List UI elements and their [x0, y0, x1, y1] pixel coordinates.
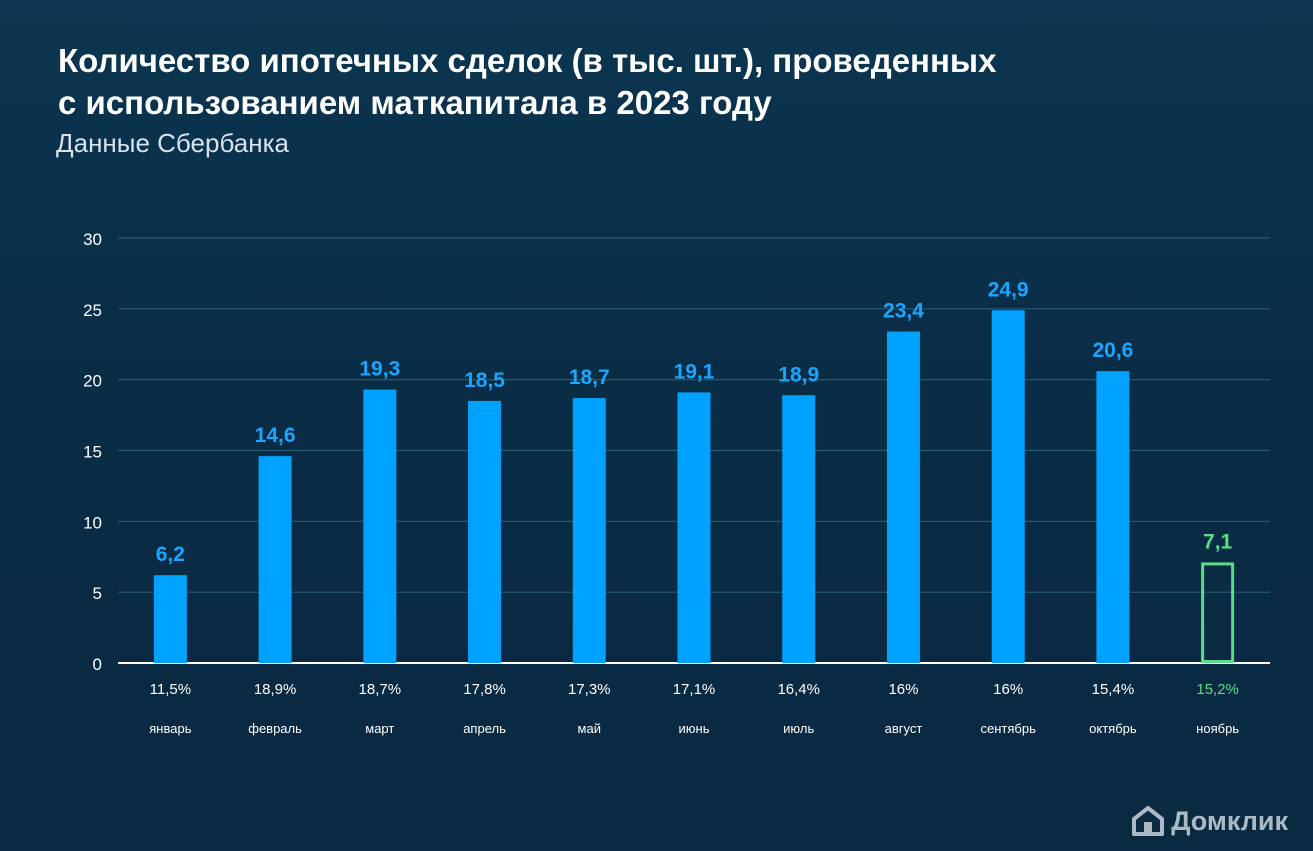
- bar: [677, 392, 711, 663]
- bar: [363, 389, 397, 663]
- house-icon: [1132, 806, 1165, 836]
- percent-label: 17,3%: [568, 681, 611, 698]
- percent-label: 16%: [888, 681, 918, 698]
- bar: [468, 400, 502, 663]
- x-tick-label: июнь: [679, 721, 710, 736]
- bar: [258, 456, 292, 663]
- bar-value-label: 18,7: [569, 366, 610, 389]
- x-tick-label: январь: [149, 721, 191, 736]
- bar: [1201, 562, 1235, 664]
- x-tick-label: май: [578, 721, 601, 736]
- percent-label: 16,4%: [777, 681, 820, 698]
- bar-value-label: 20,6: [1092, 339, 1133, 362]
- y-tick-label: 30: [83, 230, 102, 249]
- brand-logo: Домклик: [1131, 805, 1288, 837]
- x-tick-label: ноябрь: [1196, 721, 1239, 736]
- bar: [782, 395, 816, 663]
- bar-value-label: 19,3: [359, 358, 400, 381]
- percent-label: 15,4%: [1092, 681, 1135, 698]
- y-tick-label: 5: [93, 584, 102, 603]
- percent-label: 18,9%: [254, 681, 297, 698]
- bar: [1096, 371, 1130, 663]
- bar-value-label: 7,1: [1203, 530, 1233, 553]
- x-tick-label: сентябрь: [981, 721, 1037, 736]
- percent-label: 16%: [993, 681, 1023, 698]
- chart-title: Количество ипотечных сделок (в тыс. шт.)…: [58, 42, 997, 121]
- y-tick-label: 25: [83, 301, 102, 320]
- bar-value-label: 23,4: [883, 300, 924, 323]
- y-tick-label: 10: [83, 513, 102, 532]
- y-tick-label: 20: [83, 372, 102, 391]
- bar-value-label: 19,1: [674, 360, 715, 383]
- bar: [153, 575, 187, 663]
- x-tick-label: октябрь: [1089, 721, 1137, 736]
- percent-label: 11,5%: [150, 681, 191, 698]
- brand-name: Домклик: [1171, 805, 1288, 836]
- bar: [991, 310, 1025, 663]
- x-tick-label: март: [365, 721, 394, 736]
- x-tick-label: февраль: [248, 721, 302, 736]
- bar: [572, 398, 606, 663]
- bar-value-label: 18,9: [778, 363, 819, 386]
- chart-subtitle: Данные Сбербанка: [56, 128, 289, 158]
- y-tick-label: 15: [83, 443, 102, 462]
- percent-label: 18,7%: [359, 681, 402, 698]
- x-tick-label: июль: [783, 721, 814, 736]
- bar-value-label: 6,2: [156, 543, 185, 566]
- percent-label: 17,8%: [463, 681, 506, 698]
- bar-value-label: 18,5: [464, 369, 505, 392]
- bar: [886, 331, 920, 663]
- x-tick-label: август: [885, 721, 923, 736]
- x-tick-label: апрель: [463, 721, 506, 736]
- percent-label: 15,2%: [1196, 681, 1239, 698]
- percent-label: 17,1%: [673, 681, 716, 698]
- bar-value-label: 14,6: [255, 424, 296, 447]
- y-tick-label: 0: [93, 655, 102, 674]
- bar-value-label: 24,9: [988, 278, 1029, 301]
